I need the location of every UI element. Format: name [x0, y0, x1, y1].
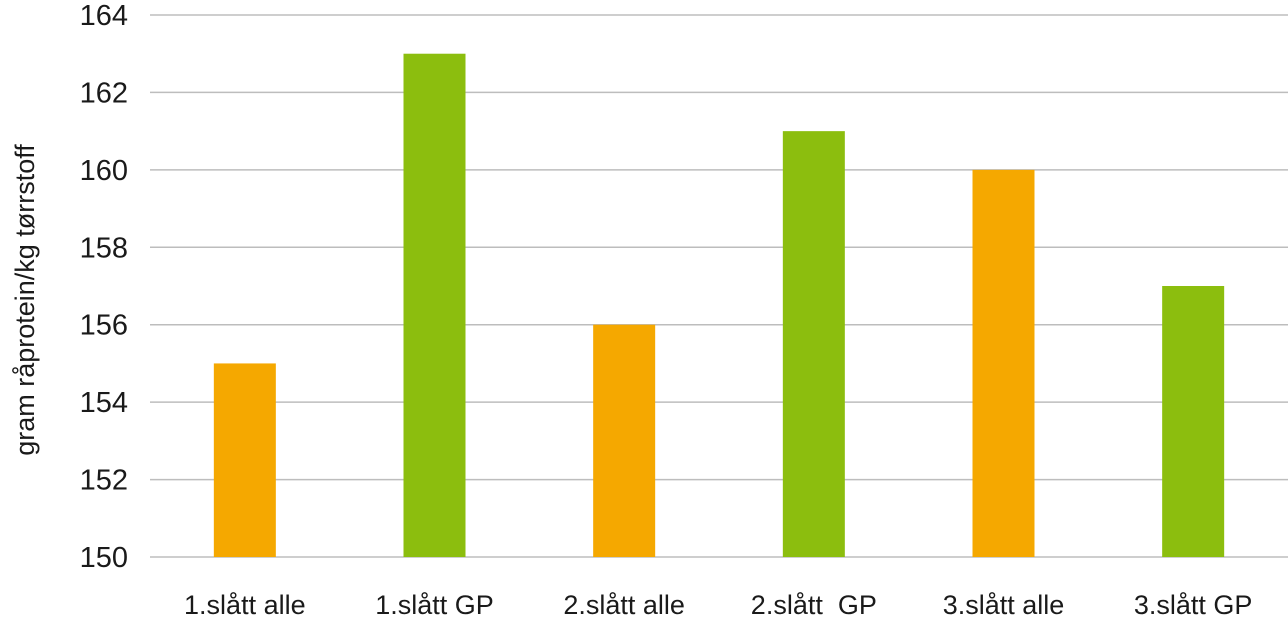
y-tick-label: 158 [80, 232, 128, 264]
bar [1162, 286, 1225, 557]
bar [593, 324, 656, 557]
bar [972, 169, 1035, 557]
x-tick-label: 1.slått alle [184, 590, 306, 620]
y-tick-label: 154 [80, 387, 128, 419]
bar [782, 131, 845, 557]
x-tick-label: 2.slått GP [751, 590, 877, 620]
y-tick-label: 150 [80, 542, 128, 574]
y-tick-label: 162 [80, 77, 128, 109]
x-tick-label: 3.slått alle [943, 590, 1065, 620]
bar [403, 53, 466, 557]
bar [213, 363, 276, 557]
x-tick-label: 3.slått GP [1134, 590, 1253, 620]
y-tick-label: 156 [80, 310, 128, 342]
y-axis-ticks: 150 152 154 156 158 160 162 164 [80, 0, 128, 574]
x-tick-label: 2.slått alle [563, 590, 685, 620]
bars [213, 53, 1225, 557]
y-axis-label: gram råprotein/kg tørrstoff [10, 144, 40, 456]
y-tick-label: 152 [80, 465, 128, 497]
x-tick-label: 1.slått GP [375, 590, 494, 620]
y-tick-label: 160 [80, 155, 128, 187]
x-axis-labels: 1.slått alle 1.slått GP 2.slått alle 2.slåt… [184, 590, 1252, 620]
y-tick-label: 164 [80, 0, 128, 32]
gridlines [150, 14, 1288, 558]
